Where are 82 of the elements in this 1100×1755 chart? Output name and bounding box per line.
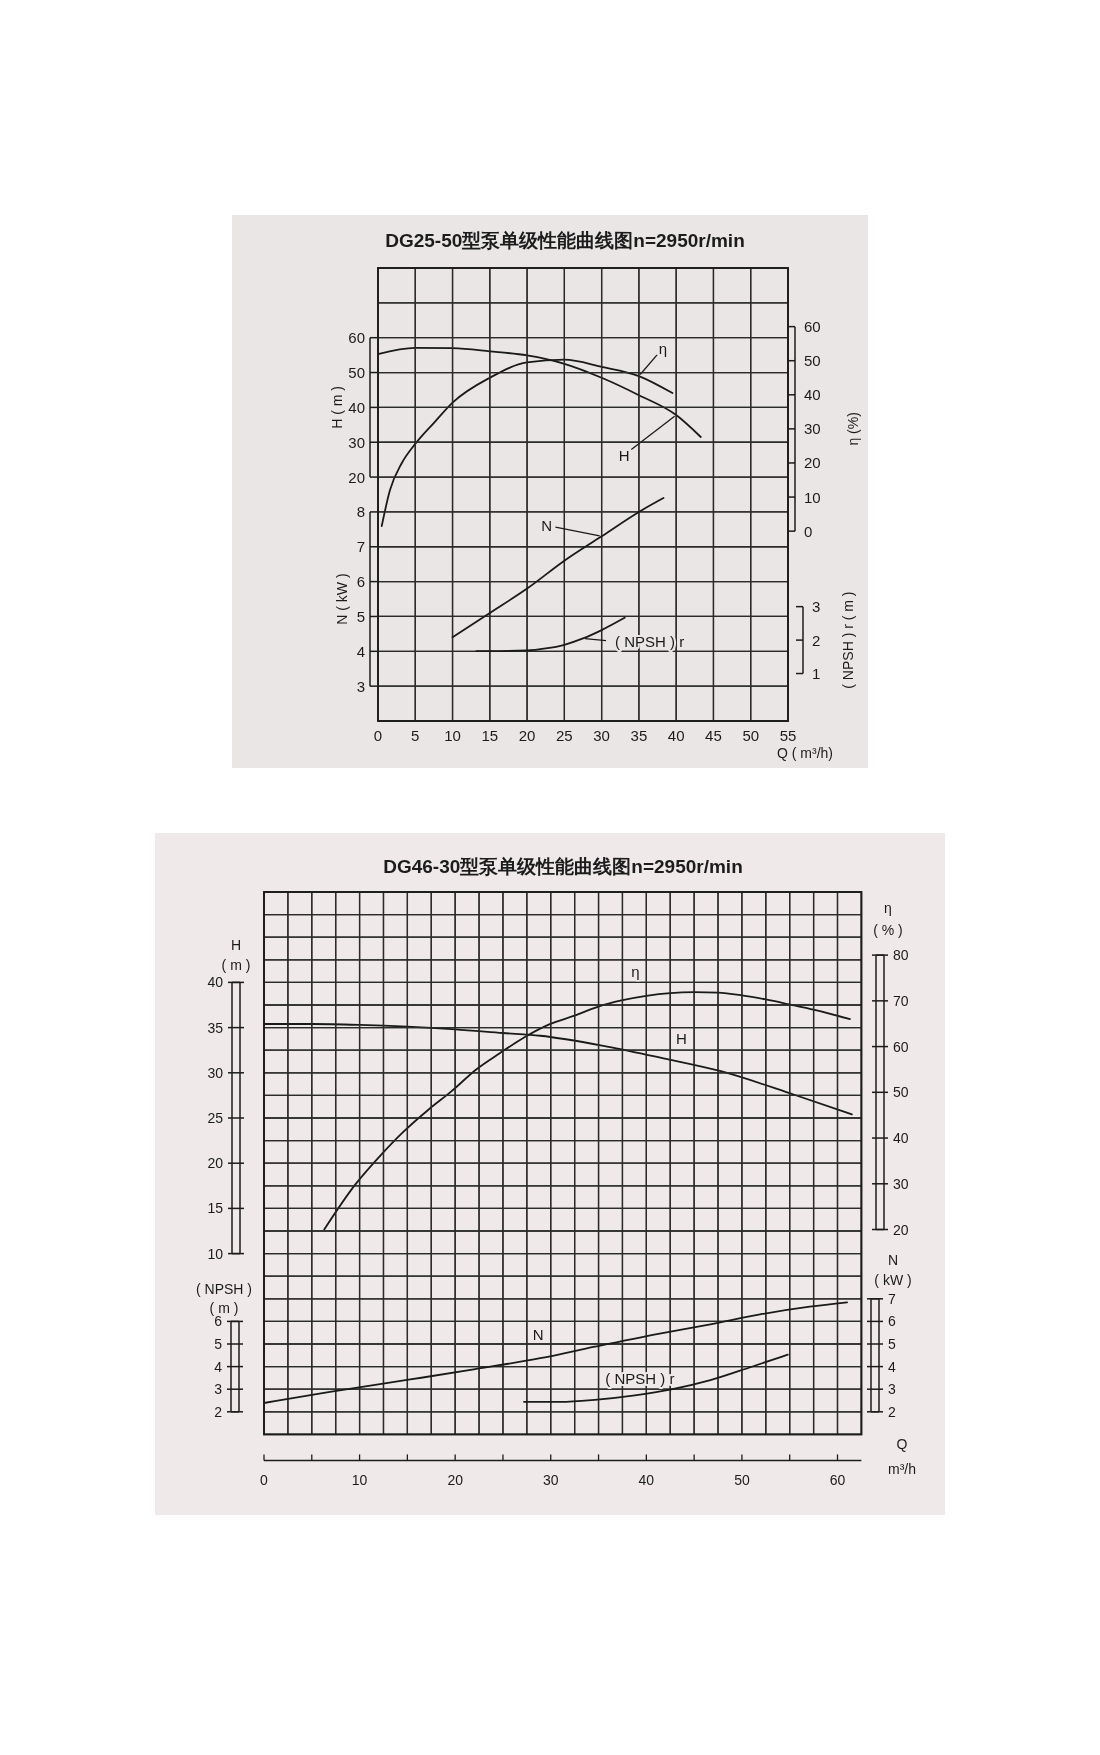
- y-tick-label: 40: [207, 974, 224, 991]
- y-tick-label: 7: [356, 538, 365, 556]
- y-tick-label: 20: [207, 1155, 224, 1172]
- y2-axis-title: η (%): [845, 412, 861, 446]
- x-tick-label: 35: [630, 726, 648, 744]
- x-tick-label: 50: [734, 1472, 750, 1489]
- y-tick-label: 50: [348, 364, 365, 382]
- y-tick-label: 4: [214, 1358, 223, 1375]
- y-axis-title: H ( m ): [329, 386, 345, 429]
- y2-tick-label: 40: [804, 386, 821, 404]
- x-tick-label: 0: [260, 1472, 269, 1489]
- y-tick-label: 6: [356, 573, 365, 591]
- series-label: N: [541, 516, 553, 534]
- y2-tick-label: 3: [812, 598, 821, 616]
- y-tick-label: 3: [214, 1381, 223, 1398]
- y2-tick-label: 1: [812, 665, 821, 683]
- x-tick-label: 10: [444, 726, 461, 744]
- text: H: [618, 446, 630, 464]
- y2-tick-label: 2: [888, 1403, 896, 1420]
- y-axis-title: H ( m ): [221, 937, 251, 974]
- y-tick-label: 30: [207, 1064, 224, 1081]
- x-axis-title: Q m³/h: [888, 1436, 916, 1478]
- y2-axis-title: η ( % ): [873, 900, 903, 939]
- y2-tick-label: 60: [804, 318, 821, 336]
- chart-title: DG25-50型泵单级性能曲线图n=2950r/min: [385, 229, 745, 251]
- y-tick-label: 30: [348, 433, 365, 451]
- x-tick-label: 30: [542, 1472, 559, 1489]
- y2-tick-label: 30: [804, 420, 821, 438]
- y2-tick-label: 7: [888, 1290, 896, 1307]
- y-tick-label: 2: [214, 1403, 223, 1420]
- y2-tick-label: 50: [804, 352, 821, 370]
- y-tick-label: 25: [207, 1110, 224, 1126]
- y2-tick-label: 6: [888, 1313, 896, 1330]
- x-tick-label: 30: [593, 726, 610, 744]
- x-tick-label: 5: [411, 726, 420, 744]
- y2-axis-title: ( NPSH ) r ( m ): [840, 591, 856, 689]
- y-tick-label: 5: [214, 1336, 223, 1352]
- x-tick-label: 20: [518, 726, 536, 744]
- y2-tick-label: 3: [888, 1381, 896, 1398]
- series-label: η: [631, 962, 640, 980]
- series-label: η: [658, 339, 668, 357]
- series-label: N: [532, 1325, 544, 1343]
- y2-tick-label: 30: [893, 1175, 909, 1192]
- series-label: H: [676, 1029, 687, 1047]
- line-series: [523, 1353, 789, 1403]
- y2-tick-label: 4: [888, 1358, 896, 1375]
- x-tick-label: 15: [481, 726, 499, 744]
- line-series: [475, 616, 626, 653]
- y2-tick-label: 50: [893, 1084, 909, 1101]
- x-tick-label: 40: [667, 726, 685, 744]
- y2-tick-label: 2: [812, 631, 821, 649]
- y-tick-label: 35: [207, 1019, 224, 1036]
- chart-title: DG46-30型泵单级性能曲线图n=2950r/min: [383, 855, 743, 877]
- y2-tick-label: 60: [893, 1038, 909, 1055]
- y2-tick-label: 5: [888, 1336, 896, 1352]
- y2-tick-label: 0: [804, 522, 813, 540]
- y2-tick-label: 10: [804, 488, 821, 506]
- x-tick-label: 25: [556, 726, 573, 744]
- x-tick-label: 45: [705, 726, 722, 744]
- y-tick-label: 15: [207, 1200, 224, 1217]
- y-tick-label: 4: [356, 642, 365, 660]
- x-axis-title: Q ( m³/h): [777, 745, 833, 761]
- y-tick-label: 40: [348, 398, 365, 416]
- y-tick-label: 8: [356, 503, 365, 521]
- y-tick-label: 5: [356, 607, 365, 625]
- x-tick-label: 60: [829, 1472, 846, 1489]
- y-tick-label: 20: [348, 468, 365, 486]
- y2-tick-label: 80: [893, 947, 909, 964]
- y-tick-label: 3: [356, 677, 365, 695]
- x-tick-label: 50: [742, 726, 760, 744]
- y-tick-label: 60: [348, 329, 365, 347]
- y2-tick-label: 40: [893, 1130, 909, 1147]
- x-tick-label: 20: [447, 1472, 464, 1489]
- y2-tick-label: 20: [893, 1221, 909, 1238]
- y-tick-label: 10: [207, 1245, 224, 1262]
- x-tick-label: 0: [373, 726, 383, 744]
- y2-tick-label: 70: [893, 992, 909, 1009]
- x-tick-label: 40: [638, 1472, 655, 1489]
- y-axis-title: N ( kW ): [334, 573, 350, 625]
- x-tick-label: 55: [779, 726, 797, 744]
- y2-tick-label: 20: [804, 454, 821, 472]
- y2-axis-title: N ( kW ): [874, 1251, 912, 1288]
